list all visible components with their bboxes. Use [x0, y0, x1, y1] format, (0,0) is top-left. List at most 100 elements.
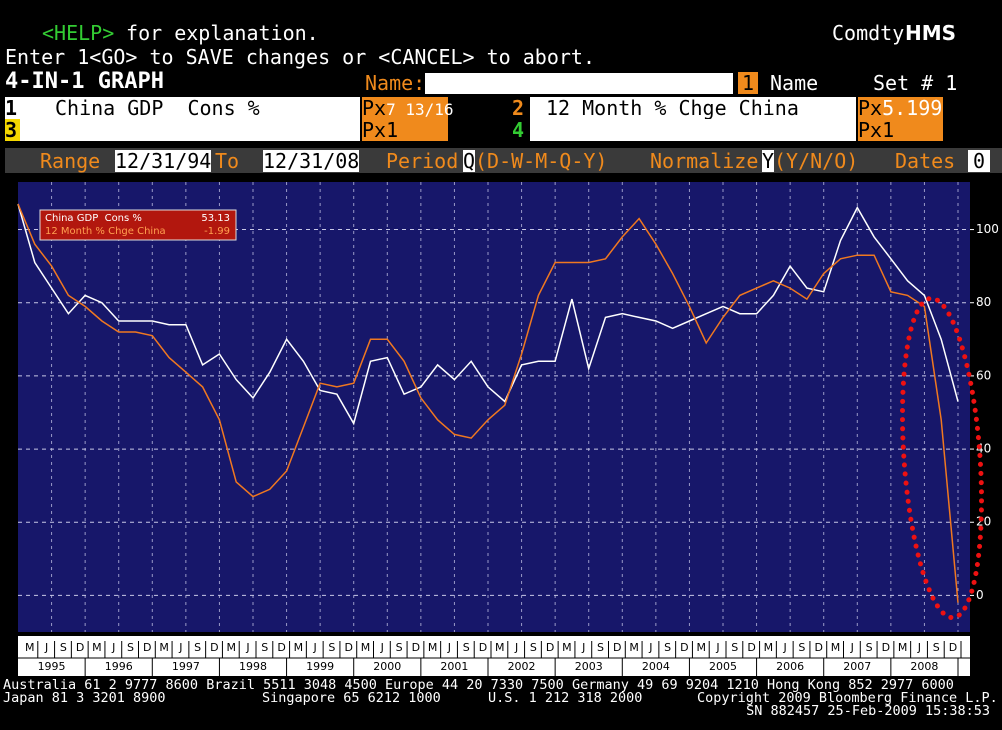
px-value: 5.199 — [882, 96, 943, 120]
y-tick-label: 0 — [976, 588, 984, 602]
month-label: S — [664, 641, 671, 654]
name-number: 1 — [738, 72, 758, 94]
period-value[interactable]: Q — [463, 149, 476, 173]
year-label: 2002 — [508, 660, 536, 673]
month-label: J — [44, 641, 48, 654]
month-label: D — [814, 641, 822, 654]
legend-value: -1.99 — [204, 226, 230, 237]
year-label: 2004 — [642, 660, 670, 673]
month-label: J — [111, 641, 115, 654]
month-label: D — [680, 641, 688, 654]
month-label: M — [25, 641, 35, 654]
brand-prefix: Comdty — [832, 21, 905, 45]
px-field[interactable]: Px5.199 — [858, 97, 943, 119]
month-label: D — [747, 641, 755, 654]
field-name[interactable]: China GDP Cons % — [20, 97, 360, 119]
normalize-value[interactable]: Y — [762, 149, 775, 173]
field-name[interactable]: 12 Month % Chge China — [530, 97, 856, 119]
help-text: for explanation. — [114, 21, 319, 45]
month-label: M — [159, 641, 169, 654]
month-label: M — [226, 641, 236, 654]
dates-label: Dates — [895, 149, 956, 173]
month-label: M — [92, 641, 102, 654]
month-label: J — [648, 641, 652, 654]
px-label: Px — [858, 96, 883, 120]
field-number: 4 — [512, 118, 525, 142]
footer-copyright: Copyright 2009 Bloomberg Finance L.P. — [697, 690, 998, 706]
px-field[interactable]: Px7 13/16 — [362, 96, 454, 121]
year-label: 1998 — [239, 660, 267, 673]
month-label: D — [613, 641, 621, 654]
month-label: S — [530, 641, 537, 654]
period-options: (D-W-M-Q-Y) — [475, 149, 608, 173]
field-number: 3 — [5, 119, 20, 141]
range-to[interactable]: 12/31/08 — [263, 149, 360, 173]
year-label: 2000 — [373, 660, 401, 673]
month-label: D — [949, 641, 957, 654]
set-label: Set # 1 — [873, 71, 958, 95]
month-label: S — [597, 641, 604, 654]
month-label: D — [882, 641, 890, 654]
month-label: J — [380, 641, 384, 654]
screen-title: 4-IN-1 GRAPH — [5, 69, 164, 94]
name-input[interactable] — [425, 73, 733, 94]
month-label: M — [696, 641, 706, 654]
brand: HMS — [905, 21, 957, 45]
legend-value: 53.13 — [201, 213, 230, 224]
field-number: 2 — [512, 96, 525, 120]
month-label: S — [194, 641, 201, 654]
px-label: Px — [362, 118, 387, 142]
legend-name: China GDP Cons % — [45, 213, 142, 224]
month-label: D — [546, 641, 554, 654]
month-label: M — [562, 641, 572, 654]
px-field[interactable]: Px1 — [858, 119, 943, 141]
month-label: S — [127, 641, 134, 654]
month-label: D — [412, 641, 420, 654]
px-field[interactable]: Px1 — [362, 119, 448, 141]
normalize-label: Normalize — [650, 149, 759, 173]
field-name[interactable] — [530, 119, 856, 141]
year-label: 2005 — [709, 660, 737, 673]
px-label: Px — [362, 96, 387, 120]
month-label: S — [463, 641, 470, 654]
month-label: J — [245, 641, 249, 654]
footer-us: U.S. 1 212 318 2000 — [488, 690, 643, 706]
month-label: S — [731, 641, 738, 654]
px-value: 1 — [882, 118, 895, 142]
month-label: M — [898, 641, 908, 654]
to-label: To — [215, 149, 240, 173]
px-value: 7 13/16 — [386, 100, 454, 119]
year-strip — [18, 658, 970, 676]
month-label: D — [210, 641, 218, 654]
month-label: S — [933, 641, 940, 654]
y-tick-label: 100 — [976, 222, 999, 236]
range-from[interactable]: 12/31/94 — [115, 149, 212, 173]
month-label: J — [917, 641, 921, 654]
footer-stamp: SN 882457 25-Feb-2009 15:38:53 — [746, 703, 990, 719]
year-label: 2008 — [910, 660, 938, 673]
footer-line: Australia 61 2 9777 8600 Brazil 5511 304… — [3, 677, 954, 693]
period-label: Period — [386, 149, 459, 173]
y-tick-label: 20 — [976, 515, 991, 529]
year-label: 2006 — [776, 660, 804, 673]
year-label: 2001 — [440, 660, 468, 673]
month-label: D — [479, 641, 487, 654]
year-label: 2003 — [575, 660, 603, 673]
help-key[interactable]: <HELP> — [42, 21, 115, 45]
name-caption: Name — [770, 71, 819, 95]
month-label: J — [178, 641, 182, 654]
month-label: S — [261, 641, 268, 654]
month-label: D — [143, 641, 151, 654]
normalize-options: (Y/N/O) — [774, 149, 859, 173]
month-label: D — [277, 641, 285, 654]
y-tick-label: 60 — [976, 368, 991, 382]
range-label: Range — [40, 149, 101, 173]
month-label: M — [629, 641, 639, 654]
footer-singapore: Singapore 65 6212 1000 — [262, 690, 441, 706]
month-label: J — [581, 641, 585, 654]
dates-value[interactable]: 0 — [968, 150, 990, 172]
year-label: 1996 — [105, 660, 133, 673]
field-name[interactable] — [20, 119, 360, 141]
year-label: 1999 — [306, 660, 334, 673]
